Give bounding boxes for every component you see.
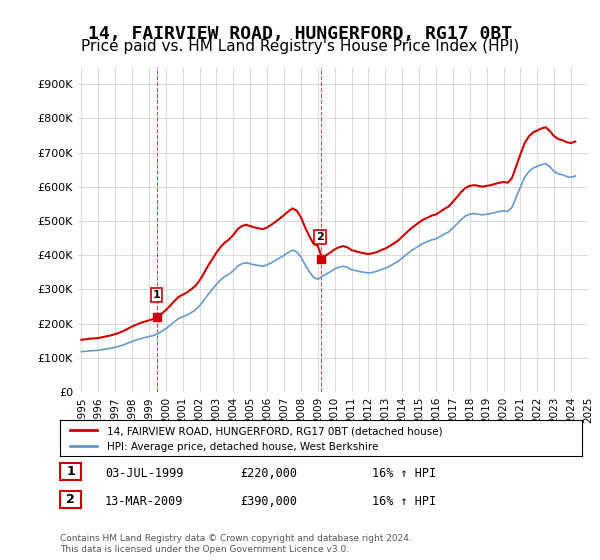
Text: £390,000: £390,000 [240, 494, 297, 508]
Text: HPI: Average price, detached house, West Berkshire: HPI: Average price, detached house, West… [107, 442, 379, 452]
Text: Price paid vs. HM Land Registry's House Price Index (HPI): Price paid vs. HM Land Registry's House … [81, 39, 519, 54]
Text: 2: 2 [66, 493, 75, 506]
Text: 1: 1 [152, 290, 160, 300]
Text: 13-MAR-2009: 13-MAR-2009 [105, 494, 184, 508]
Text: 03-JUL-1999: 03-JUL-1999 [105, 466, 184, 480]
Text: 16% ↑ HPI: 16% ↑ HPI [372, 466, 436, 480]
Text: 1: 1 [66, 465, 75, 478]
Text: 16% ↑ HPI: 16% ↑ HPI [372, 494, 436, 508]
Text: £220,000: £220,000 [240, 466, 297, 480]
Text: This data is licensed under the Open Government Licence v3.0.: This data is licensed under the Open Gov… [60, 545, 349, 554]
Text: 2: 2 [316, 232, 324, 242]
Text: 14, FAIRVIEW ROAD, HUNGERFORD, RG17 0BT (detached house): 14, FAIRVIEW ROAD, HUNGERFORD, RG17 0BT … [107, 427, 443, 437]
Text: Contains HM Land Registry data © Crown copyright and database right 2024.: Contains HM Land Registry data © Crown c… [60, 534, 412, 543]
Text: 14, FAIRVIEW ROAD, HUNGERFORD, RG17 0BT: 14, FAIRVIEW ROAD, HUNGERFORD, RG17 0BT [88, 25, 512, 43]
